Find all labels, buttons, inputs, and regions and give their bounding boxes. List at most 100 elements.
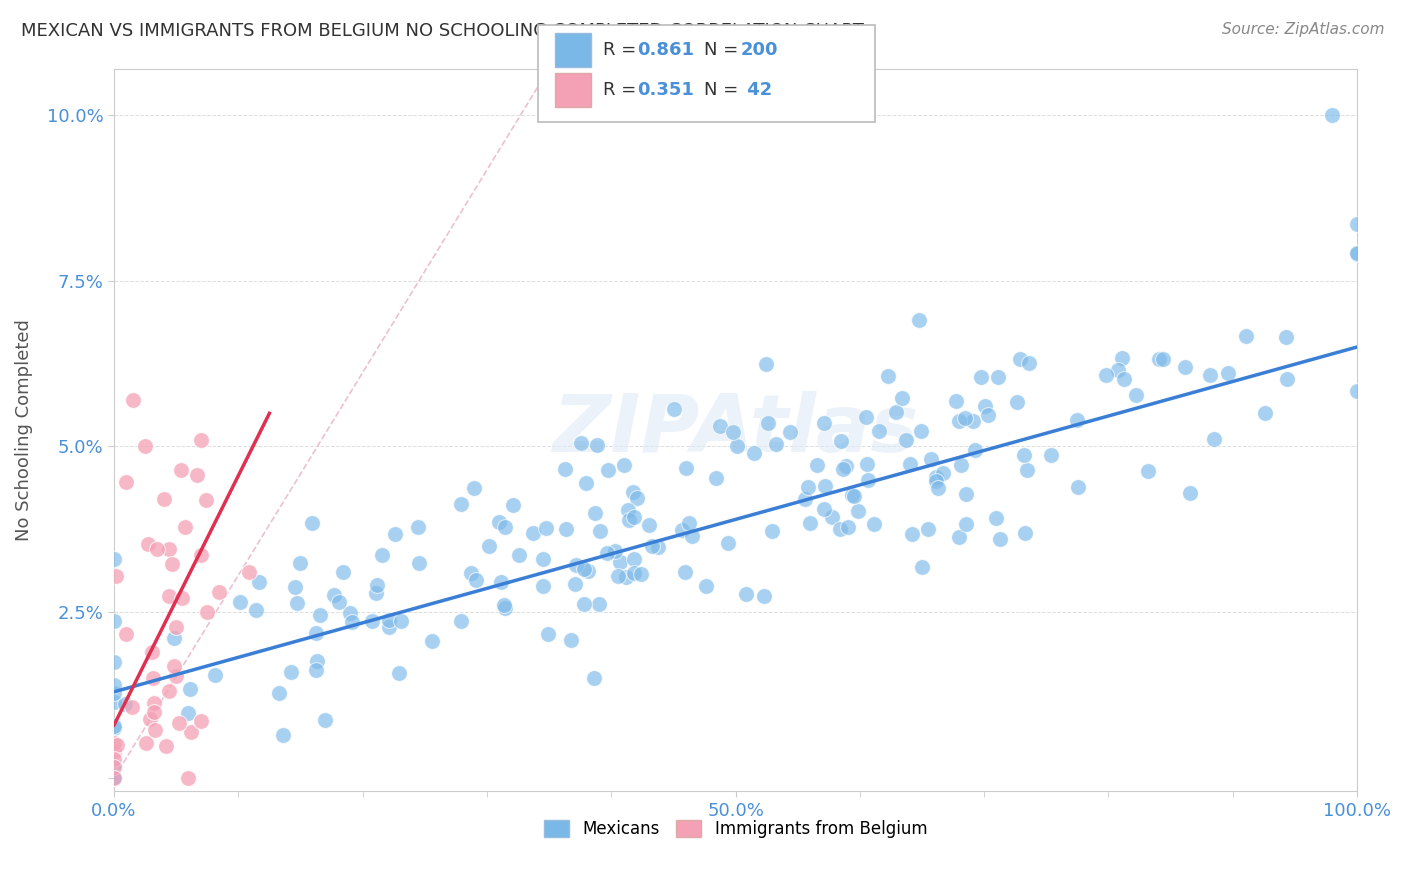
- Point: [364, 586, 387, 600]
- Point: [103, 655, 125, 669]
- Point: [153, 491, 176, 506]
- Point: [143, 723, 166, 737]
- Point: [1346, 217, 1368, 231]
- Point: [157, 541, 180, 556]
- Point: [180, 725, 202, 739]
- Point: [204, 668, 226, 682]
- Point: [190, 433, 212, 447]
- Point: [141, 645, 163, 659]
- Point: [1254, 406, 1277, 420]
- Point: [1149, 351, 1171, 366]
- Point: [177, 706, 200, 721]
- Point: [1202, 432, 1225, 446]
- Point: [488, 515, 510, 529]
- Point: [284, 580, 307, 594]
- Point: [572, 562, 595, 576]
- Point: [121, 699, 143, 714]
- Point: [623, 510, 645, 524]
- Point: [492, 598, 515, 612]
- Point: [638, 517, 661, 532]
- Point: [868, 424, 890, 438]
- Point: [641, 539, 664, 553]
- Point: [522, 526, 544, 541]
- Point: [114, 697, 136, 711]
- Point: [103, 771, 125, 785]
- Point: [1275, 372, 1298, 386]
- Point: [285, 596, 308, 610]
- Point: [138, 537, 160, 551]
- Point: [842, 490, 865, 504]
- Point: [821, 510, 844, 524]
- Point: [963, 443, 986, 458]
- Point: [531, 579, 554, 593]
- Point: [114, 475, 136, 489]
- Point: [170, 591, 193, 606]
- Point: [340, 615, 363, 629]
- Point: [948, 414, 970, 428]
- Point: [238, 565, 260, 579]
- Point: [177, 771, 200, 785]
- Point: [813, 416, 835, 430]
- Point: [508, 549, 530, 563]
- Point: [898, 458, 921, 472]
- Text: Source: ZipAtlas.com: Source: ZipAtlas.com: [1222, 22, 1385, 37]
- Point: [389, 614, 412, 628]
- Point: [103, 752, 125, 766]
- Point: [1346, 246, 1368, 260]
- Point: [534, 521, 557, 535]
- Point: [616, 503, 638, 517]
- Point: [146, 542, 169, 557]
- Point: [949, 458, 972, 472]
- Point: [806, 458, 828, 473]
- Point: [855, 457, 877, 471]
- Point: [955, 487, 977, 501]
- Point: [103, 760, 125, 774]
- Point: [863, 516, 886, 531]
- Point: [779, 425, 801, 440]
- Point: [536, 627, 558, 641]
- Point: [1010, 352, 1032, 367]
- Point: [170, 463, 193, 477]
- Point: [450, 614, 472, 628]
- Point: [1174, 360, 1197, 375]
- Point: [103, 686, 125, 700]
- Point: [564, 576, 586, 591]
- Point: [945, 394, 967, 409]
- Point: [846, 504, 869, 518]
- Point: [406, 520, 429, 534]
- Point: [163, 631, 186, 645]
- Point: [725, 439, 748, 453]
- Point: [756, 417, 779, 431]
- Point: [1040, 448, 1063, 462]
- Point: [575, 475, 598, 490]
- Point: [463, 481, 485, 495]
- Point: [1066, 412, 1088, 426]
- Point: [160, 557, 183, 571]
- Point: [247, 574, 270, 589]
- Point: [678, 516, 700, 531]
- Text: R =: R =: [603, 41, 643, 59]
- Point: [378, 619, 401, 633]
- Point: [598, 463, 620, 477]
- Legend: Mexicans, Immigrants from Belgium: Mexicans, Immigrants from Belgium: [537, 813, 934, 845]
- Text: 200: 200: [741, 41, 779, 59]
- Point: [494, 601, 516, 615]
- Point: [925, 470, 948, 484]
- Point: [605, 544, 627, 558]
- Point: [609, 555, 631, 569]
- Point: [267, 686, 290, 700]
- Point: [165, 669, 187, 683]
- Point: [1014, 526, 1036, 541]
- Point: [586, 437, 609, 451]
- Point: [901, 527, 924, 541]
- Point: [115, 627, 138, 641]
- Point: [673, 566, 696, 580]
- Point: [103, 721, 125, 735]
- Point: [105, 569, 128, 583]
- Point: [662, 401, 685, 416]
- Point: [977, 408, 1000, 422]
- Point: [614, 570, 637, 584]
- Point: [681, 529, 703, 543]
- Point: [582, 671, 605, 685]
- Point: [307, 654, 329, 668]
